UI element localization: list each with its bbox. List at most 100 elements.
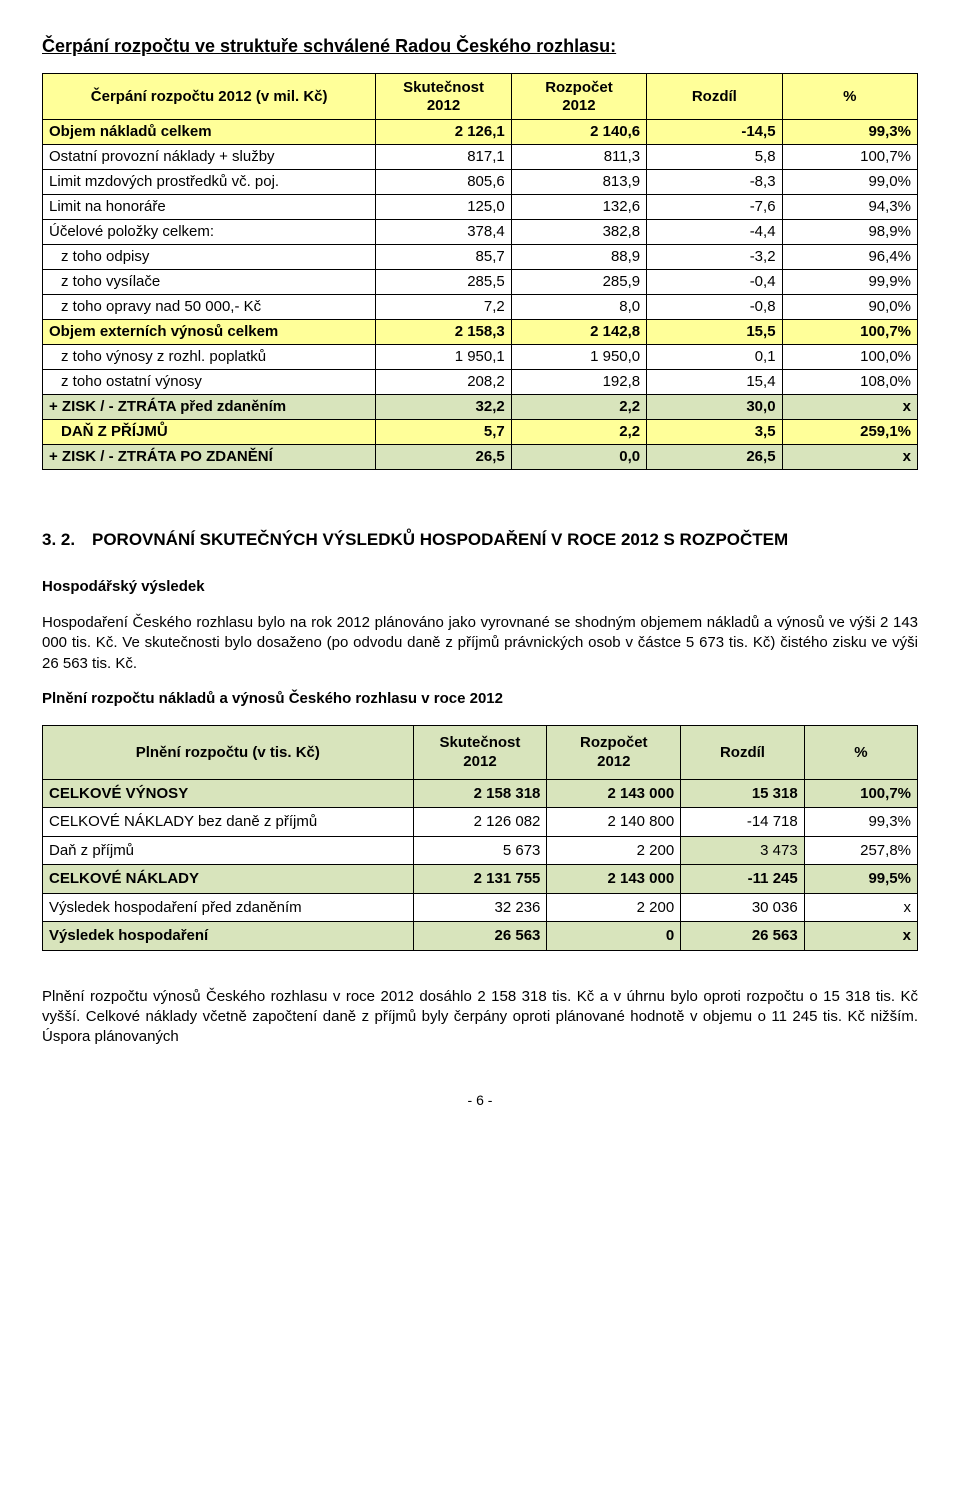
- table-row: z toho výnosy z rozhl. poplatků1 950,11 …: [43, 345, 918, 370]
- col-header: %: [804, 725, 917, 779]
- cell: 285,5: [376, 270, 511, 295]
- cell: 15,5: [647, 320, 782, 345]
- table-row: CELKOVÉ NÁKLADY2 131 7552 143 000-11 245…: [43, 865, 918, 894]
- cell: 2 131 755: [413, 865, 547, 894]
- cell: 99,0%: [782, 170, 917, 195]
- subheading-fulfilment: Plnění rozpočtu nákladů a výnosů Českého…: [42, 690, 918, 707]
- cell: 0: [547, 922, 681, 951]
- cell: 1 950,1: [376, 345, 511, 370]
- col-header: Plnění rozpočtu (v tis. Kč): [43, 725, 414, 779]
- row-label: z toho ostatní výnosy: [43, 370, 376, 395]
- cell: 8,0: [511, 295, 646, 320]
- cell: 30 036: [681, 893, 805, 922]
- cell: -7,6: [647, 195, 782, 220]
- col-header: Skutečnost2012: [376, 74, 511, 120]
- row-label: DAŇ Z PŘÍJMŮ: [43, 420, 376, 445]
- row-label: + ZISK / - ZTRÁTA PO ZDANĚNÍ: [43, 445, 376, 470]
- col-header: %: [782, 74, 917, 120]
- cell: 96,4%: [782, 245, 917, 270]
- cell: 88,9: [511, 245, 646, 270]
- table-row: DAŇ Z PŘÍJMŮ5,72,23,5259,1%: [43, 420, 918, 445]
- cell: 0,0: [511, 445, 646, 470]
- table-row: Výsledek hospodaření26 563026 563x: [43, 922, 918, 951]
- cell: 5 673: [413, 836, 547, 865]
- cell: 208,2: [376, 370, 511, 395]
- cell: 15 318: [681, 779, 805, 808]
- row-label: Ostatní provozní náklady + služby: [43, 145, 376, 170]
- col-header: Čerpání rozpočtu 2012 (v mil. Kč): [43, 74, 376, 120]
- cell: 2,2: [511, 395, 646, 420]
- table-header-row: Čerpání rozpočtu 2012 (v mil. Kč)Skutečn…: [43, 74, 918, 120]
- cell: -8,3: [647, 170, 782, 195]
- table-row: Limit na honoráře125,0132,6-7,694,3%: [43, 195, 918, 220]
- cell: 2 142,8: [511, 320, 646, 345]
- cell: 1 950,0: [511, 345, 646, 370]
- cell: 108,0%: [782, 370, 917, 395]
- cell: -14,5: [647, 120, 782, 145]
- cell: 259,1%: [782, 420, 917, 445]
- cell: 2,2: [511, 420, 646, 445]
- cell: -3,2: [647, 245, 782, 270]
- cell: 382,8: [511, 220, 646, 245]
- cell: 125,0: [376, 195, 511, 220]
- cell: 3 473: [681, 836, 805, 865]
- cell: 85,7: [376, 245, 511, 270]
- section-heading: 3. 2.POROVNÁNÍ SKUTEČNÝCH VÝSLEDKŮ HOSPO…: [42, 530, 918, 550]
- row-label: z toho výnosy z rozhl. poplatků: [43, 345, 376, 370]
- cell: 2 126,1: [376, 120, 511, 145]
- cell: 2 200: [547, 836, 681, 865]
- row-label: CELKOVÉ NÁKLADY: [43, 865, 414, 894]
- cell: 90,0%: [782, 295, 917, 320]
- col-header: Rozpočet2012: [547, 725, 681, 779]
- cell: 26 563: [681, 922, 805, 951]
- cell: 99,3%: [804, 808, 917, 837]
- cell: 2 140,6: [511, 120, 646, 145]
- row-label: z toho opravy nad 50 000,- Kč: [43, 295, 376, 320]
- cell: 26,5: [647, 445, 782, 470]
- cell: 378,4: [376, 220, 511, 245]
- row-label: Limit mzdových prostředků vč. poj.: [43, 170, 376, 195]
- table-row: CELKOVÉ NÁKLADY bez daně z příjmů2 126 0…: [43, 808, 918, 837]
- cell: 2 140 800: [547, 808, 681, 837]
- page-number: - 6 -: [42, 1092, 918, 1108]
- cell: 99,9%: [782, 270, 917, 295]
- cell: 285,9: [511, 270, 646, 295]
- cell: 26,5: [376, 445, 511, 470]
- row-label: Účelové položky celkem:: [43, 220, 376, 245]
- cell: 100,7%: [804, 779, 917, 808]
- col-header: Rozdíl: [647, 74, 782, 120]
- cell: 2 200: [547, 893, 681, 922]
- cell: x: [782, 445, 917, 470]
- table-row: Daň z příjmů5 6732 2003 473257,8%: [43, 836, 918, 865]
- row-label: Objem externích výnosů celkem: [43, 320, 376, 345]
- paragraph-2: Plnění rozpočtu výnosů Českého rozhlasu …: [42, 987, 918, 1048]
- cell: 100,7%: [782, 145, 917, 170]
- table-row: Ostatní provozní náklady + služby817,181…: [43, 145, 918, 170]
- cell: 2 143 000: [547, 865, 681, 894]
- cell: 98,9%: [782, 220, 917, 245]
- cell: 257,8%: [804, 836, 917, 865]
- row-label: + ZISK / - ZTRÁTA před zdaněním: [43, 395, 376, 420]
- cell: 32,2: [376, 395, 511, 420]
- row-label: Objem nákladů celkem: [43, 120, 376, 145]
- cell: -0,4: [647, 270, 782, 295]
- table-header-row: Plnění rozpočtu (v tis. Kč)Skutečnost201…: [43, 725, 918, 779]
- cell: 99,5%: [804, 865, 917, 894]
- cell: 26 563: [413, 922, 547, 951]
- page-title: Čerpání rozpočtu ve struktuře schválené …: [42, 36, 918, 57]
- cell: -0,8: [647, 295, 782, 320]
- cell: 0,1: [647, 345, 782, 370]
- col-header: Rozpočet2012: [511, 74, 646, 120]
- cell: 100,7%: [782, 320, 917, 345]
- col-header: Skutečnost2012: [413, 725, 547, 779]
- table-row: + ZISK / - ZTRÁTA PO ZDANĚNÍ26,50,026,5x: [43, 445, 918, 470]
- cell: 2 126 082: [413, 808, 547, 837]
- cell: 813,9: [511, 170, 646, 195]
- row-label: z toho odpisy: [43, 245, 376, 270]
- table-row: z toho opravy nad 50 000,- Kč7,28,0-0,89…: [43, 295, 918, 320]
- cell: x: [804, 893, 917, 922]
- cell: 99,3%: [782, 120, 917, 145]
- cell: 100,0%: [782, 345, 917, 370]
- table-row: z toho ostatní výnosy208,2192,815,4108,0…: [43, 370, 918, 395]
- cell: 192,8: [511, 370, 646, 395]
